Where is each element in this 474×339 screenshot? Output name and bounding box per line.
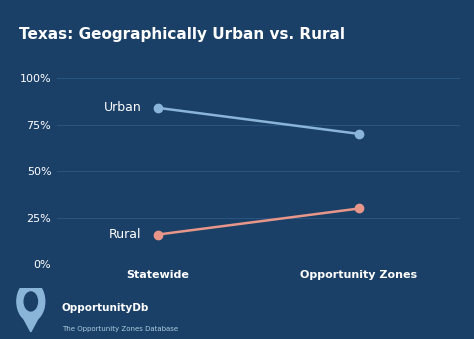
Text: Urban: Urban (104, 101, 141, 114)
Polygon shape (22, 316, 39, 332)
Text: The Opportunity Zones Database: The Opportunity Zones Database (62, 326, 178, 332)
Circle shape (17, 281, 45, 321)
Text: OpportunityDb: OpportunityDb (62, 303, 149, 314)
Text: Texas: Geographically Urban vs. Rural: Texas: Geographically Urban vs. Rural (19, 27, 345, 42)
Text: Rural: Rural (109, 228, 141, 241)
Circle shape (24, 292, 37, 311)
